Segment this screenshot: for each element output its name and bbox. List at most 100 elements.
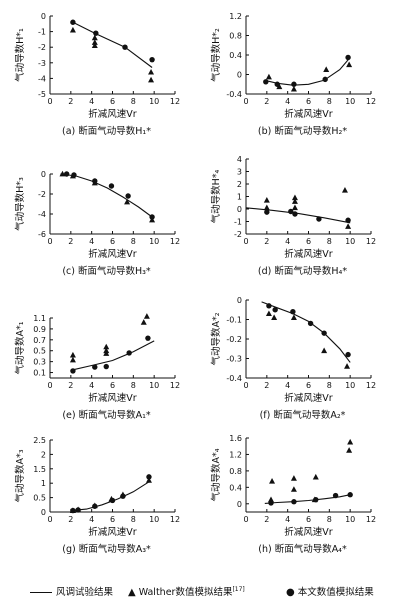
y-tick-label: -2 <box>38 43 46 52</box>
walther-point <box>265 310 272 317</box>
triangle-icon: ▲ <box>128 587 136 598</box>
walther-point <box>271 314 278 320</box>
y-tick-label: -4 <box>38 74 46 83</box>
x-tick-label: 10 <box>149 381 159 390</box>
y-axis-label: 气动导数A*₂ <box>210 312 222 365</box>
x-tick-label: 10 <box>149 237 159 246</box>
x-tick-label: 8 <box>327 97 332 106</box>
y-tick-label: 3 <box>237 168 242 177</box>
y-tick-label: 1 <box>41 479 46 488</box>
y-tick-label: -0.4 <box>226 90 242 99</box>
y-tick-label: 0.4 <box>229 51 242 60</box>
panel-caption: (d) 断面气动导数H₄* <box>258 265 347 277</box>
walther-point <box>148 68 155 75</box>
figure-legend: 风调试验结果 ▲ Walther数值模拟结果[17] ● 本文数值模拟结果 <box>0 582 413 600</box>
walther-point <box>69 351 76 358</box>
chart-panel-h: 0 2 4 6 8 10 12 1.6 1.2 0.8 0.4 0 折减风速Vr 气动导数A*₄ (h) 断… <box>210 434 376 555</box>
x-tick-label: 2 <box>68 515 73 524</box>
present-point <box>347 492 353 498</box>
chart-panel-a: 0 2 4 6 8 10 12 0 -1 -2 -3 -4 -5 折减风速Vr 气动导数H*₁ (a) 断面气… <box>14 12 180 137</box>
y-tick-label: -1 <box>234 218 242 227</box>
present-point <box>272 307 278 313</box>
y-tick-label: 0.5 <box>33 347 46 356</box>
walther-point <box>140 319 147 325</box>
test-curve <box>72 340 155 371</box>
y-axis-label: 气动导数A*₁ <box>14 321 26 374</box>
present-point <box>93 30 99 36</box>
test-curve <box>264 494 351 504</box>
y-tick-label: 0.8 <box>229 467 242 476</box>
x-axis-label: 折减风速Vr <box>284 526 332 538</box>
x-axis-label: 折减风速Vr <box>88 248 136 260</box>
y-tick-label: 0.4 <box>229 483 242 492</box>
test-curve <box>264 57 351 86</box>
x-tick-label: 6 <box>110 237 115 246</box>
panel-caption: (h) 断面气动导数A₄* <box>258 543 347 555</box>
y-tick-label: -6 <box>38 230 46 239</box>
y-tick-label: 0 <box>237 205 242 214</box>
x-tick-label: 0 <box>47 381 52 390</box>
x-tick-label: 4 <box>89 97 94 106</box>
chart-panel-c: 0 2 4 6 8 10 12 0 -2 -4 -6 折减风速Vr 气动导数H*₃ (c) 断面气动导数H… <box>14 170 180 277</box>
walther-point <box>323 66 330 73</box>
x-tick-label: 2 <box>68 237 73 246</box>
present-point <box>92 178 98 184</box>
x-tick-label: 8 <box>327 381 332 390</box>
walther-point <box>143 313 150 319</box>
x-tick-label: 12 <box>366 515 376 524</box>
present-point <box>75 507 81 513</box>
x-tick-label: 6 <box>306 381 311 390</box>
walther-point <box>265 73 272 80</box>
present-point <box>264 209 270 215</box>
x-axis-label: 折减风速Vr <box>88 526 136 538</box>
walther-point <box>145 477 152 483</box>
x-tick-label: 6 <box>306 515 311 524</box>
present-point <box>288 208 294 215</box>
panel-caption: (g) 断面气动导数A₃* <box>62 543 151 555</box>
x-tick-label: 8 <box>131 381 136 390</box>
test-curve <box>70 481 150 512</box>
y-tick-label: 1.2 <box>229 12 242 21</box>
present-point <box>291 81 297 87</box>
y-tick-label: 0.8 <box>229 32 242 41</box>
present-point <box>63 171 70 177</box>
x-tick-label: 0 <box>243 237 248 246</box>
walther-point <box>263 197 270 203</box>
x-tick-label: 2 <box>264 97 269 106</box>
x-tick-label: 8 <box>327 237 332 246</box>
chart-panel-g: 0 2 4 6 8 10 12 2.5 2 1.5 1 0.5 0 折减风速Vr 气动导数A*₃ (g) 断面… <box>14 436 180 555</box>
walther-point <box>346 61 353 68</box>
present-point <box>126 350 132 356</box>
walther-point <box>290 314 297 320</box>
y-tick-label: -3 <box>38 59 46 68</box>
x-tick-label: 4 <box>89 237 94 246</box>
y-tick-label: 1.5 <box>33 465 46 474</box>
x-tick-label: 2 <box>264 515 269 524</box>
y-tick-label: 0 <box>41 508 46 517</box>
x-axis-label: 折减风速Vr <box>284 248 332 260</box>
walther-point <box>269 477 276 484</box>
x-tick-label: 4 <box>285 97 290 106</box>
x-tick-label: 4 <box>285 381 290 390</box>
present-point <box>290 309 296 315</box>
present-point <box>149 214 155 220</box>
x-tick-label: 10 <box>149 515 159 524</box>
chart-panel-b: 0 2 4 6 8 10 121.20.80.40-0.4折减风速Vr气动导数H*₂(b) … <box>210 12 376 137</box>
test-curve <box>261 301 351 363</box>
walther-point <box>124 198 131 205</box>
x-tick-label: 8 <box>131 237 136 246</box>
x-tick-label: 2 <box>264 237 269 246</box>
x-tick-label: 6 <box>110 515 115 524</box>
present-point <box>70 368 76 374</box>
test-curve <box>60 173 153 218</box>
x-tick-label: 2 <box>68 97 73 106</box>
y-tick-label: -2 <box>38 190 46 199</box>
x-tick-label: 4 <box>89 381 94 390</box>
legend-walther-ref: [17] <box>232 585 245 593</box>
y-tick-label: -1 <box>38 28 46 37</box>
present-point <box>345 54 351 61</box>
y-tick-label: 1.2 <box>229 450 242 459</box>
x-tick-label: 6 <box>110 97 115 106</box>
x-tick-label: 6 <box>306 97 311 106</box>
